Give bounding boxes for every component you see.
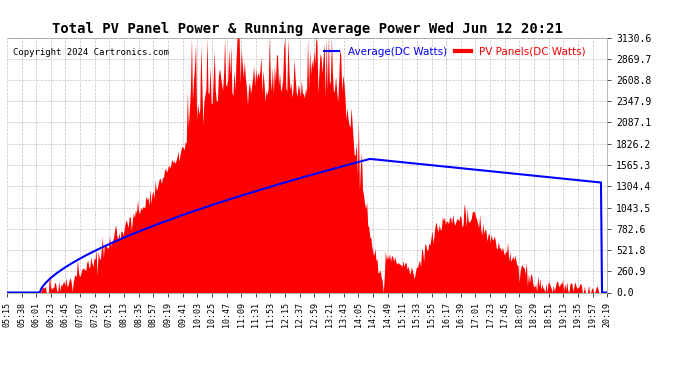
Text: Copyright 2024 Cartronics.com: Copyright 2024 Cartronics.com: [13, 48, 169, 57]
Title: Total PV Panel Power & Running Average Power Wed Jun 12 20:21: Total PV Panel Power & Running Average P…: [52, 22, 562, 36]
Legend: Average(DC Watts), PV Panels(DC Watts): Average(DC Watts), PV Panels(DC Watts): [319, 43, 590, 61]
